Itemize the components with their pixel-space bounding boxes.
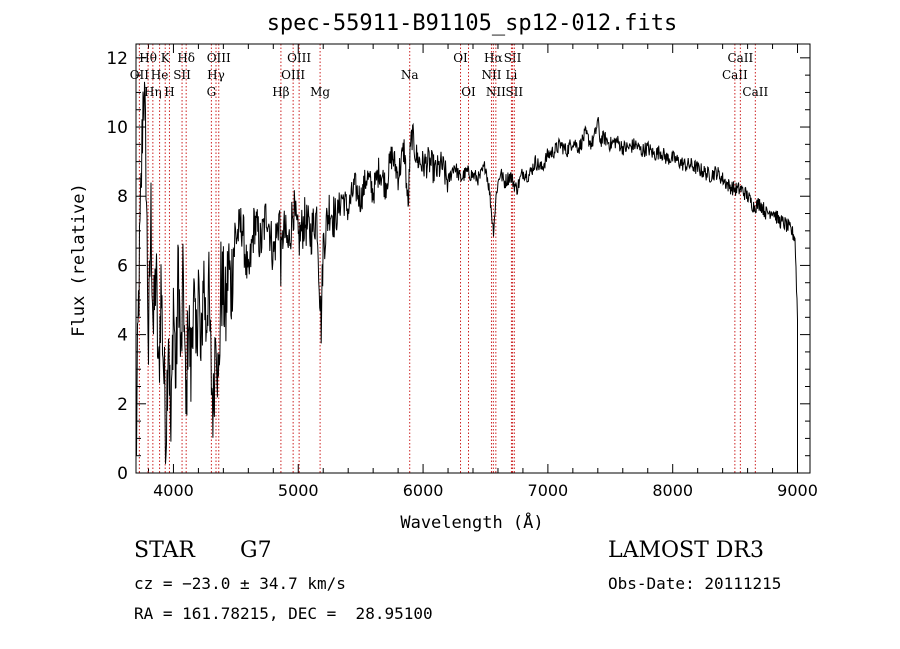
line-label: OIII	[281, 68, 305, 82]
y-tick-label: 10	[106, 118, 128, 138]
line-label: OIII	[207, 51, 231, 65]
y-axis-label: Flux (relative)	[69, 183, 89, 337]
plot-frame	[135, 43, 811, 474]
x-tick-label: 8000	[652, 481, 693, 500]
line-label: SII	[504, 51, 522, 65]
line-label: Hθ	[139, 51, 157, 65]
line-label: He	[151, 68, 169, 82]
line-label: CaII	[742, 85, 768, 99]
line-label: SII	[173, 68, 191, 82]
object-subclass: G7	[240, 538, 272, 563]
line-label: H	[164, 85, 174, 99]
line-label: NII	[481, 68, 501, 82]
line-label: Hδ	[177, 51, 195, 65]
y-tick-label: 4	[117, 326, 128, 346]
line-label: Hη	[144, 85, 162, 99]
line-label: CaII	[727, 51, 753, 65]
line-label: SII	[505, 85, 523, 99]
line-label: CaII	[722, 68, 748, 82]
x-tick-label: 6000	[403, 481, 444, 500]
line-label: Hα	[484, 51, 503, 65]
y-tick-label: 2	[117, 395, 128, 415]
line-label: Hβ	[272, 85, 289, 99]
line-label: Mg	[310, 85, 330, 99]
survey-name: LAMOST DR3	[608, 538, 764, 563]
spectrum-series	[135, 81, 798, 473]
spectral-line-markers: OII Hθ Hη He K H SII Hδ G Hγ OIII Hβ OIII OIII Mg Na OI O…	[130, 44, 768, 473]
line-label: G	[207, 85, 217, 99]
chart-title: spec-55911-B91105_sp12-012.fits	[267, 11, 678, 36]
redshift-value: cz = −23.0 ± 34.7 km/s	[134, 574, 346, 593]
y-tick-label: 6	[117, 256, 128, 276]
x-tick-label: 4000	[153, 481, 194, 500]
line-label: Hγ	[207, 68, 225, 82]
line-label: OI	[461, 85, 476, 99]
plot-axes: 4000 5000 6000 7000 8000 9000 0 2 4 6 8 10 12	[106, 44, 818, 500]
line-label: K	[161, 51, 171, 65]
observation-date: Obs-Date: 20111215	[608, 574, 782, 593]
line-label: Li	[506, 68, 518, 82]
x-tick-label: 5000	[278, 481, 319, 500]
line-label: OII	[130, 68, 150, 82]
line-label: NII	[486, 85, 506, 99]
plot-border	[135, 43, 811, 474]
y-tick-label: 8	[117, 187, 128, 207]
y-tick-label: 0	[117, 464, 128, 484]
spectrum-line	[135, 81, 798, 473]
y-tick-label: 12	[106, 49, 128, 69]
coordinates: RA = 161.78215, DEC = 28.95100	[134, 604, 433, 623]
object-class: STAR	[134, 538, 195, 563]
x-axis-label: Wavelength (Å)	[400, 511, 543, 533]
x-tick-label: 9000	[777, 481, 818, 500]
line-label: OIII	[287, 51, 311, 65]
line-label: Na	[401, 68, 419, 82]
line-label: OI	[453, 51, 468, 65]
x-tick-label: 7000	[528, 481, 569, 500]
